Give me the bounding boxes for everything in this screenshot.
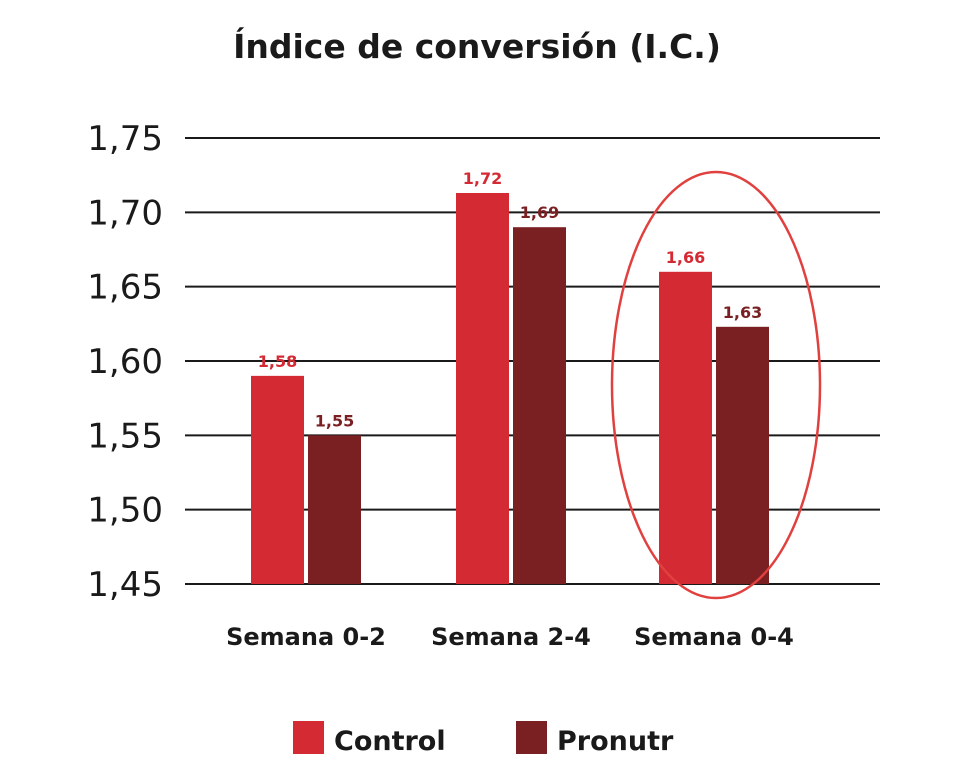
highlight-ellipse <box>610 170 822 600</box>
bar-control-3 <box>659 271 712 584</box>
legend-swatch-control <box>293 721 324 754</box>
bars: 1,58 1,55 1,72 1,69 1,66 1,63 <box>251 169 769 585</box>
x-tick-label: Semana 0-4 <box>634 623 794 651</box>
chart-title: Índice de conversión (I.C.) <box>233 26 721 66</box>
highlight-ellipse-shape <box>610 170 822 600</box>
bar-control-1 <box>251 375 304 584</box>
data-label: 1,55 <box>315 411 354 430</box>
legend-label: Control <box>334 726 446 757</box>
y-tick-label: 1,75 <box>87 119 163 159</box>
data-label: 1,66 <box>666 248 705 267</box>
y-tick-label: 1,45 <box>87 565 163 605</box>
data-label: 1,58 <box>258 352 297 371</box>
y-axis-ticks: 1,45 1,50 1,55 1,60 1,65 1,70 1,75 <box>87 119 163 605</box>
bar-pronutr-2 <box>513 227 566 584</box>
y-tick-label: 1,65 <box>87 268 163 308</box>
y-tick-label: 1,50 <box>87 491 163 531</box>
bar-control-2 <box>456 193 509 585</box>
y-tick-label: 1,70 <box>87 193 163 233</box>
y-tick-label: 1,55 <box>87 416 163 456</box>
x-axis-ticks: Semana 0-2 Semana 2-4 Semana 0-4 <box>226 623 794 651</box>
data-label: 1,63 <box>723 303 762 322</box>
x-tick-label: Semana 0-2 <box>226 623 386 651</box>
legend: Control Pronutr <box>293 721 674 757</box>
x-tick-label: Semana 2-4 <box>431 623 591 651</box>
bar-pronutr-3 <box>716 326 769 584</box>
data-label: 1,72 <box>463 169 502 188</box>
bar-pronutr-1 <box>308 435 361 584</box>
data-label: 1,69 <box>520 203 559 222</box>
y-tick-label: 1,60 <box>87 342 163 382</box>
legend-swatch-pronutr <box>516 721 547 754</box>
legend-label: Pronutr <box>557 726 674 757</box>
